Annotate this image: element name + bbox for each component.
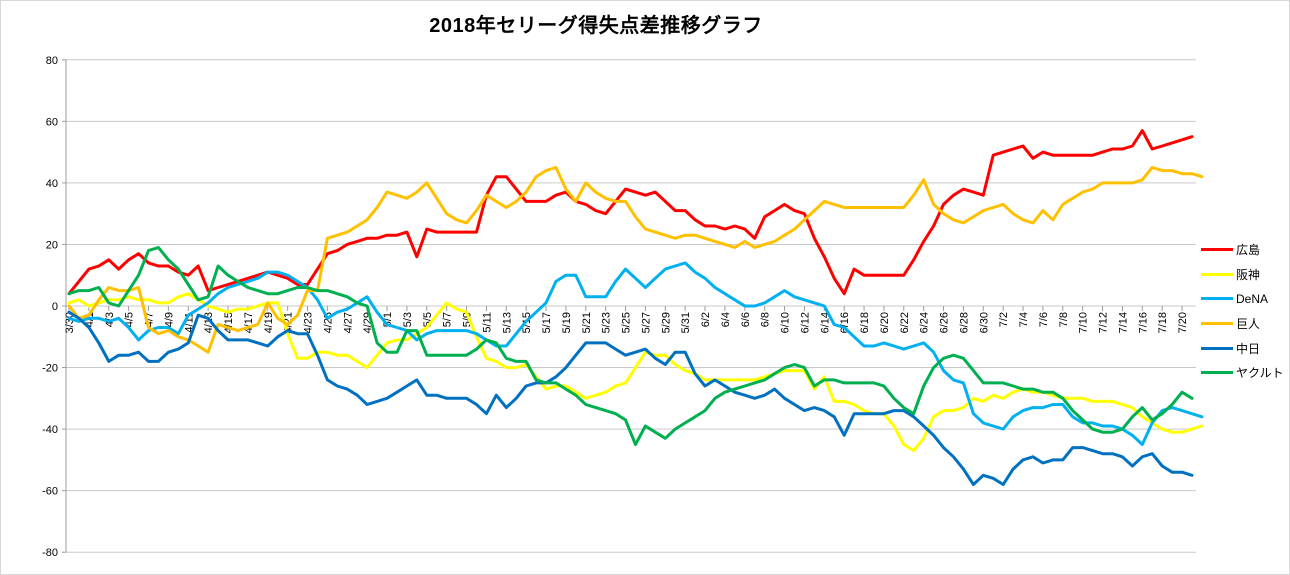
y-axis-label: 20 [46,239,58,251]
x-axis-label: 5/11 [481,312,493,333]
series-line-広島 [67,129,1194,296]
legend-color-line [1201,371,1233,375]
series-line-ヤクルト [67,246,1194,446]
x-axis-label: 6/26 [939,312,951,333]
x-axis-label: 5/25 [621,312,633,333]
legend-item-0: 広島 [1201,237,1289,262]
x-axis-label: 6/8 [760,312,772,327]
x-axis-label: 6/22 [899,312,911,333]
x-axis-label: 3/30 [64,312,76,333]
legend-label: 阪神 [1236,267,1261,282]
y-axis-label: 60 [46,116,58,128]
x-axis-label: 6/14 [819,312,831,333]
series-line-DeNA [67,261,1204,446]
legend-label: 巨人 [1236,316,1261,331]
x-axis-label: 4/19 [263,312,275,333]
legend-color-line [1201,321,1233,325]
legend-label: ヤクルト [1236,366,1284,381]
x-axis-label: 7/20 [1177,312,1189,333]
x-axis-label: 6/18 [859,312,871,333]
x-axis-label: 4/9 [163,312,175,327]
legend-label: 中日 [1236,341,1261,356]
legend-label: DeNA [1236,291,1269,306]
x-axis-label: 5/29 [660,312,672,333]
x-axis-label: 5/31 [680,312,692,333]
y-axis-label: 40 [46,178,58,190]
x-axis-label: 4/23 [303,312,315,333]
x-axis-label: 6/28 [958,312,970,333]
x-axis-label: 6/30 [978,312,990,333]
chart-title: 2018年セリーグ得失点差推移グラフ [429,15,763,37]
x-axis-label: 7/12 [1098,312,1110,333]
x-axis-label: 6/20 [879,312,891,333]
legend-color-line [1201,272,1233,276]
y-axis-label: -60 [42,486,58,498]
legend-item-4: 中日 [1201,336,1289,361]
x-axis-label: 7/4 [1018,312,1030,327]
x-axis-label: 7/2 [998,312,1010,327]
x-axis-label: 6/12 [799,312,811,333]
chart-legend: 広島阪神 DeNA 巨人中日ヤクルト [1201,237,1289,385]
x-axis-label: 5/23 [601,312,613,333]
x-axis-label: 4/17 [243,312,255,333]
x-axis-label: 7/18 [1157,312,1169,333]
legend-color-line [1201,247,1233,251]
x-axis-label: 5/3 [402,312,414,327]
series-line-中日 [67,310,1194,486]
legend-item-2: DeNA [1201,286,1289,311]
x-axis-label: 5/27 [640,312,652,333]
x-axis-label: 5/13 [501,312,513,333]
x-axis-label: 7/8 [1058,312,1070,327]
y-axis-label: 0 [52,301,58,313]
y-axis-label: 80 [46,55,58,67]
y-axis-label: -80 [42,547,58,559]
x-axis-label: 4/5 [124,312,136,327]
y-axis-label: -40 [42,424,58,436]
legend-color-line [1201,297,1233,301]
x-axis-label: 7/6 [1038,312,1050,327]
y-axis-label: -20 [42,363,58,375]
x-axis-label: 5/17 [541,312,553,333]
x-axis-label: 6/6 [740,312,752,327]
x-axis-label: 5/19 [561,312,573,333]
x-axis-label: 6/4 [720,312,732,327]
legend-color-line [1201,346,1233,350]
legend-item-5: ヤクルト [1201,360,1289,385]
x-axis-label: 7/10 [1078,312,1090,333]
x-axis-label: 6/10 [780,312,792,333]
x-axis-label: 5/7 [442,312,454,327]
x-axis-label: 7/16 [1137,312,1149,333]
legend-item-3: 巨人 [1201,311,1289,336]
series-line-阪神 [67,292,1204,453]
legend-label: 広島 [1236,242,1261,257]
x-axis-label: 4/27 [342,312,354,333]
series-line-巨人 [67,166,1204,354]
x-axis-label: 5/21 [581,312,593,333]
x-axis-label: 6/2 [700,312,712,327]
legend-item-1: 阪神 [1201,262,1289,287]
x-axis-label: 7/14 [1117,312,1129,333]
x-axis-label: 6/24 [919,312,931,333]
